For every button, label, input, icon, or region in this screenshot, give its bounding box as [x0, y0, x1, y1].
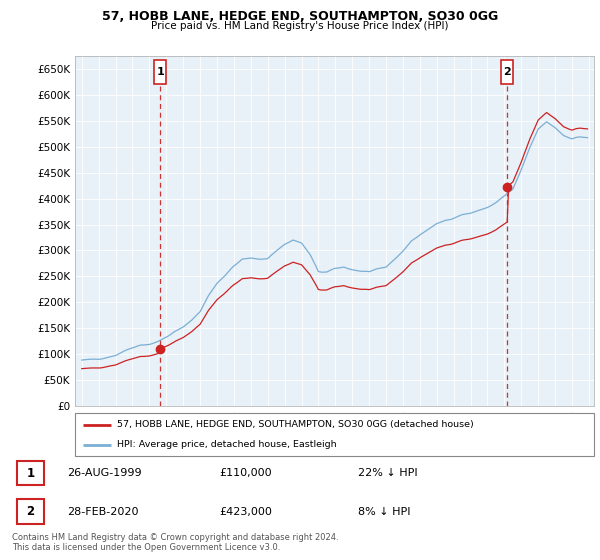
FancyBboxPatch shape [154, 59, 166, 84]
Text: 28-FEB-2020: 28-FEB-2020 [67, 507, 138, 517]
FancyBboxPatch shape [17, 500, 44, 524]
Text: 2: 2 [503, 67, 511, 77]
Text: 2: 2 [26, 505, 34, 518]
Text: 1: 1 [26, 466, 34, 480]
Text: 57, HOBB LANE, HEDGE END, SOUTHAMPTON, SO30 0GG: 57, HOBB LANE, HEDGE END, SOUTHAMPTON, S… [102, 10, 498, 23]
Text: HPI: Average price, detached house, Eastleigh: HPI: Average price, detached house, East… [116, 440, 336, 449]
Text: 22% ↓ HPI: 22% ↓ HPI [358, 468, 417, 478]
Text: 57, HOBB LANE, HEDGE END, SOUTHAMPTON, SO30 0GG (detached house): 57, HOBB LANE, HEDGE END, SOUTHAMPTON, S… [116, 420, 473, 429]
Text: 1: 1 [157, 67, 164, 77]
FancyBboxPatch shape [75, 413, 594, 456]
Text: Contains HM Land Registry data © Crown copyright and database right 2024.: Contains HM Land Registry data © Crown c… [12, 533, 338, 542]
Text: £110,000: £110,000 [220, 468, 272, 478]
Text: 26-AUG-1999: 26-AUG-1999 [67, 468, 142, 478]
FancyBboxPatch shape [502, 59, 513, 84]
Text: Price paid vs. HM Land Registry's House Price Index (HPI): Price paid vs. HM Land Registry's House … [151, 21, 449, 31]
Text: This data is licensed under the Open Government Licence v3.0.: This data is licensed under the Open Gov… [12, 543, 280, 552]
FancyBboxPatch shape [17, 461, 44, 486]
Text: 8% ↓ HPI: 8% ↓ HPI [358, 507, 410, 517]
Text: £423,000: £423,000 [220, 507, 272, 517]
